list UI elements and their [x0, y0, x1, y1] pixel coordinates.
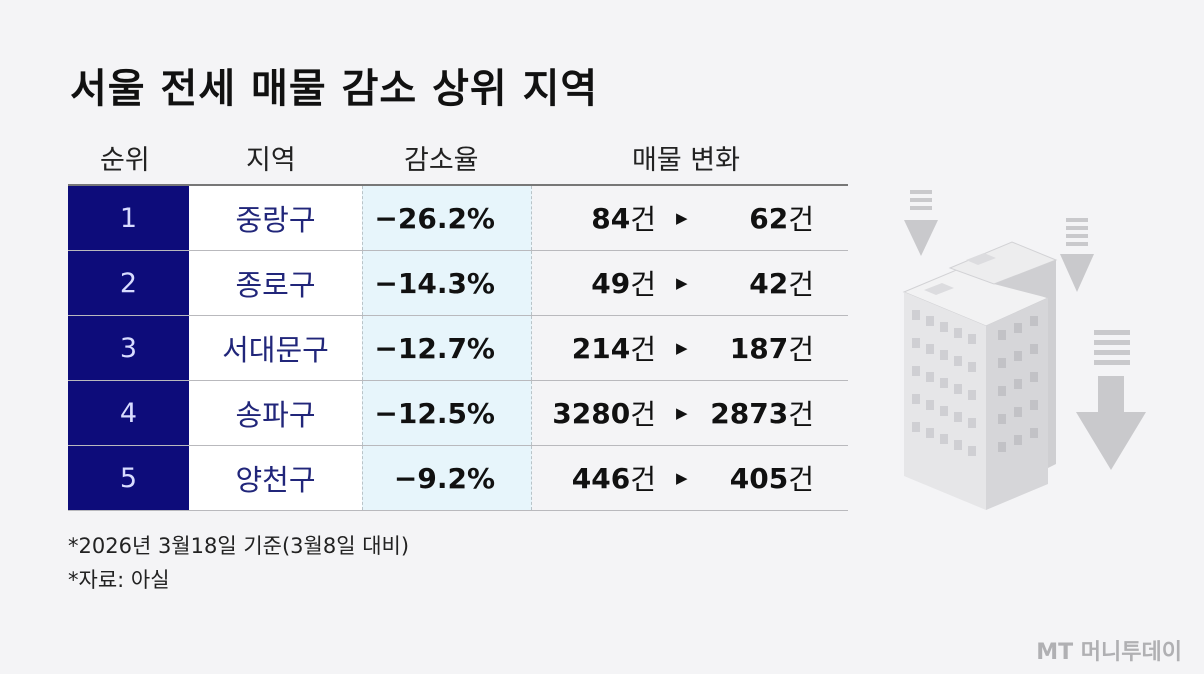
col-header-rank: 순위	[100, 145, 150, 176]
to-value: 2873	[710, 396, 789, 430]
to-count: 62 건	[698, 186, 814, 250]
rank-cell: 5	[68, 446, 189, 510]
unit-label: 건	[630, 333, 656, 366]
rate-cell: −9.2%	[362, 446, 532, 510]
table-row: 4 송파구 −12.5% 3280 건 ▶ 2873 건	[68, 381, 848, 446]
unit-label: 건	[788, 333, 814, 366]
rank-cell: 3	[68, 316, 189, 380]
to-value: 42	[749, 266, 789, 300]
region-cell: 중랑구	[189, 186, 362, 250]
col-header-change: 매물 변화	[632, 145, 740, 176]
triangle-right-icon: ▶	[676, 209, 688, 227]
to-value: 405	[729, 461, 789, 495]
to-count: 187 건	[698, 316, 814, 380]
to-count: 405 건	[698, 446, 814, 510]
unit-label: 건	[788, 268, 814, 301]
rank-cell: 4	[68, 381, 189, 445]
col-header-rate: 감소율	[404, 145, 479, 176]
rate-cell: −12.5%	[362, 381, 532, 445]
unit-label: 건	[788, 463, 814, 496]
from-value: 49	[591, 266, 631, 300]
unit-label: 건	[630, 398, 656, 431]
unit-label: 건	[788, 203, 814, 236]
unit-label: 건	[788, 398, 814, 431]
table-row: 2 종로구 −14.3% 49 건 ▶ 42 건	[68, 251, 848, 316]
region-cell: 종로구	[189, 251, 362, 315]
from-value: 84	[591, 201, 631, 235]
rate-cell: −12.7%	[362, 316, 532, 380]
from-count: 3280 건	[532, 381, 656, 445]
from-count: 214 건	[532, 316, 656, 380]
from-count: 84 건	[532, 186, 656, 250]
from-value: 3280	[552, 396, 631, 430]
ranking-table: 1 중랑구 −26.2% 84 건 ▶ 62 건 2 종로구 −14.3% 49 건 …	[68, 184, 848, 511]
to-count: 2873 건	[698, 381, 814, 445]
col-header-region: 지역	[246, 145, 296, 176]
from-value: 214	[571, 331, 631, 365]
unit-label: 건	[630, 463, 656, 496]
to-value: 187	[729, 331, 789, 365]
to-value: 62	[749, 201, 789, 235]
page-title: 서울 전세 매물 감소 상위 지역	[70, 66, 599, 112]
rank-cell: 2	[68, 251, 189, 315]
rate-cell: −26.2%	[362, 186, 532, 250]
from-count: 446 건	[532, 446, 656, 510]
footnote-date: *2026년 3월18일 기준(3월8일 대비)	[68, 534, 410, 558]
region-cell: 서대문구	[189, 316, 362, 380]
unit-label: 건	[630, 268, 656, 301]
region-cell: 송파구	[189, 381, 362, 445]
unit-label: 건	[630, 203, 656, 236]
table-row: 1 중랑구 −26.2% 84 건 ▶ 62 건	[68, 184, 848, 251]
rate-cell: −14.3%	[362, 251, 532, 315]
brand-logo: MT 머니투데이	[1036, 640, 1182, 665]
region-cell: 양천구	[189, 446, 362, 510]
building-decline-icon	[902, 190, 1146, 510]
table-row: 5 양천구 −9.2% 446 건 ▶ 405 건	[68, 446, 848, 511]
from-value: 446	[571, 461, 631, 495]
to-count: 42 건	[698, 251, 814, 315]
rank-cell: 1	[68, 186, 189, 250]
from-count: 49 건	[532, 251, 656, 315]
triangle-right-icon: ▶	[676, 339, 688, 357]
table-row: 3 서대문구 −12.7% 214 건 ▶ 187 건	[68, 316, 848, 381]
triangle-right-icon: ▶	[676, 274, 688, 292]
triangle-right-icon: ▶	[676, 469, 688, 487]
triangle-right-icon: ▶	[676, 404, 688, 422]
footnote-source: *자료: 아실	[68, 568, 170, 592]
